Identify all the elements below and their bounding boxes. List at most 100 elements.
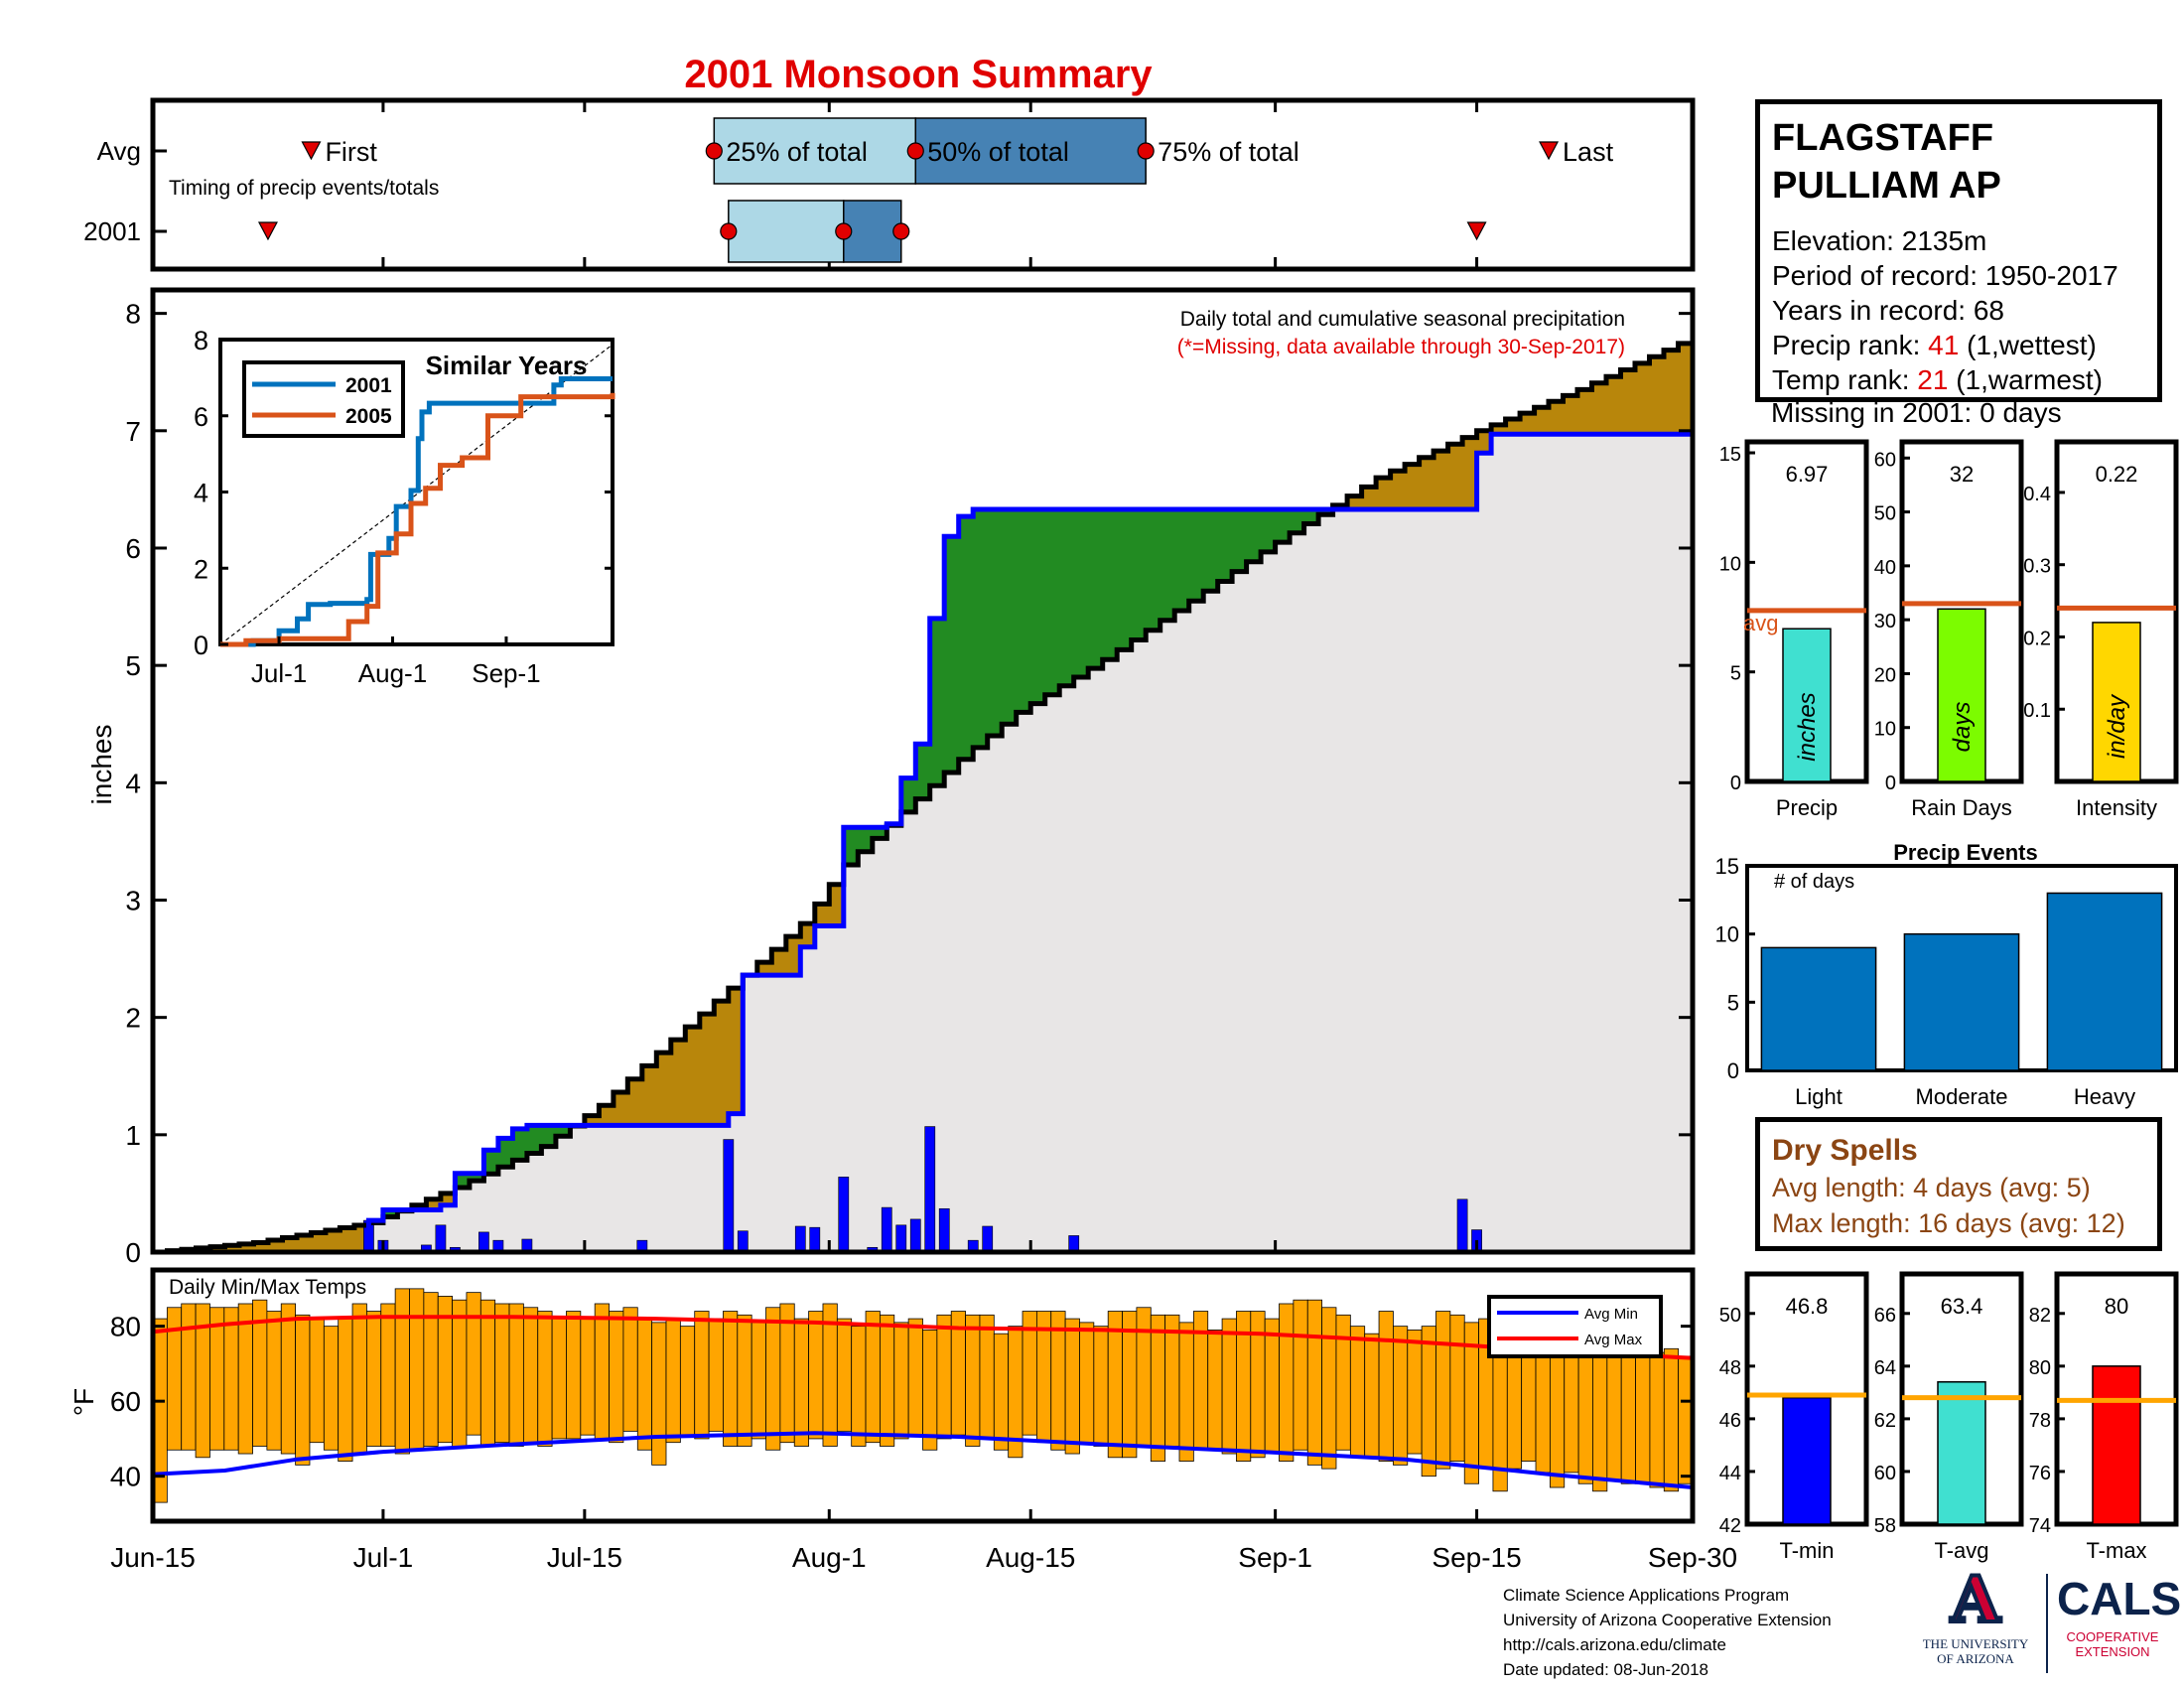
footer-line3: http://cals.arizona.edu/climate [1503,1635,1726,1654]
daily-temp-bar [1136,1307,1152,1447]
footer-line2: University of Arizona Cooperative Extens… [1503,1611,1832,1629]
similar-years-inset: 0 2 4 6 8 Jul-1 Aug-1 Sep-1 2001 2005 [194,326,615,688]
university-of-arizona-logo: A THE UNIVERSITY OF ARIZONA [1916,1563,2035,1667]
daily-temp-bar [452,1299,468,1447]
daily-precip-bar [737,1230,749,1253]
station-name-line2: PULLIAM AP [1772,165,2001,207]
daily-temp-bar [708,1318,724,1432]
daily-temp-bar [880,1314,895,1447]
timing-q50-marker [906,142,924,160]
timing-q25-label: 25% of total [726,137,868,167]
daily-temp-bar [1293,1299,1308,1451]
precip-rank-suffix: (1,wettest) [1959,330,2097,360]
cals-logo: CALS COOPERATIVE EXTENSION [2057,1574,2181,1659]
ua-line1: THE UNIVERSITY [1922,1636,2029,1651]
summary-y-tick-label: 0.1 [2023,700,2051,722]
daily-temp-bar [1378,1311,1394,1462]
temps-frame [150,1267,1696,1524]
daily-temp-bar [651,1322,667,1466]
summary-bar-Precip [1782,628,1832,782]
temps-y-tick-label: 40 [110,1462,141,1492]
temp-rank-value: 21 [1917,364,1949,395]
daily-temp-bar [1335,1314,1351,1451]
daily-temp-bar [723,1311,739,1447]
daily-temp-bar [936,1314,952,1440]
summary-y-tick-label: 48 [1719,1357,1741,1379]
summary-y-tick-label: 40 [1874,557,1896,579]
temps-y-tick-label: 80 [110,1312,141,1342]
summary-y-tick-label: 30 [1874,611,1896,633]
precip-grey-clip-group [153,434,1693,1252]
footer-line4: Date updated: 08-Jun-2018 [1503,1660,1708,1679]
daily-temp-bar [1093,1326,1109,1447]
daily-temp-bar [893,1322,909,1440]
events-category-label: Light [1795,1084,1843,1109]
daily-temp-bar [1649,1351,1665,1488]
daily-temp-bar [765,1307,781,1451]
precip-ylabel: inches [86,725,117,805]
summary-unit-Intensity: in/day [2104,693,2130,759]
precip-y-tick-label: 7 [125,416,141,447]
avg-cumulative-line [153,337,1696,1255]
daily-temp-bar [1364,1333,1380,1459]
temperature-panel: 40 60 80 Jun-15 Jul-1 Jul-15 Aug-1 Aug-15 Sep-1 S… [110,1267,1737,1573]
timing-panel: Avg 2001 First Last 25% of total 50% of total… [83,97,1696,272]
daily-temp-bar [1449,1314,1465,1462]
daily-temp-bar [209,1307,225,1451]
timing-q75-marker [1137,142,1155,160]
summary-y-tick-label: 46 [1719,1410,1741,1432]
summary-category-label-T-min: T-min [1780,1538,1835,1563]
daily-temp-bar [508,1303,524,1447]
precip-y-tick-label: 0 [125,1237,141,1268]
daily-precip-bar [794,1225,806,1253]
daily-precip-bar [938,1207,950,1253]
summary-y-tick-label: 0.3 [2023,556,2051,578]
precip-background-area [153,434,1693,1252]
temps-y-tick-label: 60 [110,1386,141,1417]
temp-summary-panels: 46.8 42 44 46 48 50 T-min 63.4 58 60 62 64 66 T-avg 80… [1719,1271,2179,1563]
daily-temp-bar [636,1318,653,1451]
dry-spells-max: Max length: 16 days (avg: 12) [1772,1208,2125,1238]
timing-first-label: First [325,137,377,167]
similar-y-tick-label: 6 [194,402,208,432]
similar-y-tick-label: 4 [194,479,208,508]
timing-first-marker [257,221,278,241]
summary-y-tick-label: 0.4 [2023,484,2051,505]
summary-category-label-Intensity: Intensity [2076,795,2157,820]
summary-category-label-T-max: T-max [2086,1538,2146,1563]
precip-y-tick-label: 8 [125,299,141,330]
summary-value-T-max: 80 [2105,1294,2128,1319]
ua-block-letter: A [1949,1563,2002,1637]
summary-y-tick-label: 0.2 [2023,628,2051,649]
timing-row-label: 2001 [83,216,141,246]
daily-temp-bar [580,1318,596,1436]
precip-y-tick-label: 5 [125,650,141,681]
summary-bar-T-max [2092,1365,2141,1525]
summary-y-tick-label: 50 [1874,503,1896,525]
daily-precip-bar [809,1226,821,1253]
ua-line2: OF ARIZONA [1937,1651,2014,1666]
temps-ylabel: °F [68,1388,99,1416]
daily-temp-bar [1264,1318,1280,1455]
precip-rank-label: Precip rank: [1772,330,1929,360]
summary-y-tick-label: 66 [1874,1305,1896,1327]
daily-precip-bar [895,1224,907,1253]
timing-q50-label: 50% of total [927,137,1069,167]
summary-y-tick-label: 50 [1719,1305,1741,1327]
timing-last-marker [1466,221,1487,241]
daily-temp-bar [323,1326,340,1451]
summary-category-label-T-avg: T-avg [1934,1538,1988,1563]
daily-temp-bar [922,1330,938,1451]
summary-y-tick-label: 78 [2029,1410,2051,1432]
summary-y-tick-label: 42 [1719,1515,1741,1537]
timing-q25-q50-bar [728,200,845,263]
summary-y-tick-label: 5 [1730,663,1741,685]
station-info-box: FLAGSTAFF PULLIAM AP Elevation: 2135m Pe… [1755,99,2162,402]
daily-temp-bar [865,1311,881,1444]
summary-category-label-Rain Days: Rain Days [1911,795,2011,820]
similar-legend-label-2005: 2005 [345,405,392,428]
timing-row-label: Avg [97,136,141,166]
timing-q75-marker [892,222,910,240]
similar-y-tick-label: 2 [194,554,208,584]
temps-legend-box [1487,1295,1663,1358]
